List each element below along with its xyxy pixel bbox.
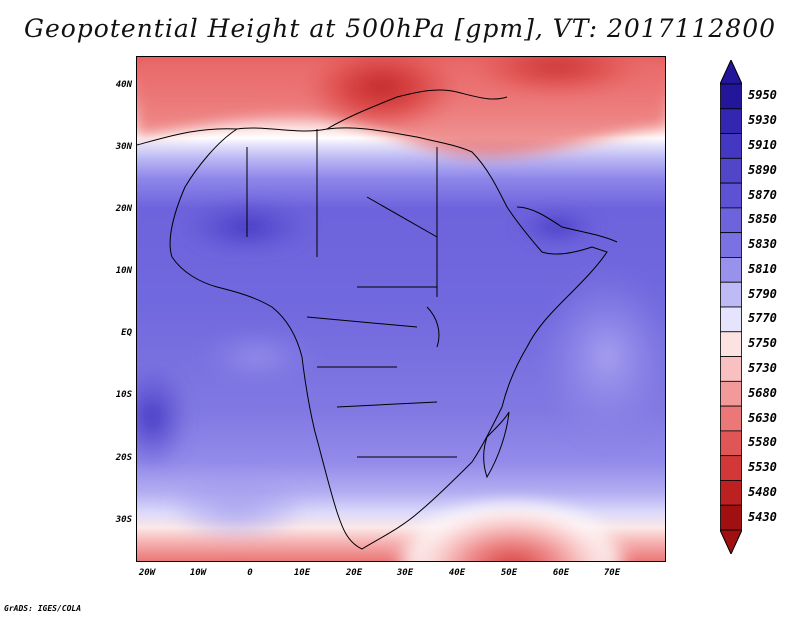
colorbar-swatch bbox=[720, 504, 742, 531]
lat-label: 40N bbox=[115, 80, 132, 90]
lon-label: 50E bbox=[500, 568, 518, 578]
colorbar-level-label: 5790 bbox=[748, 286, 777, 301]
map-canvas bbox=[137, 57, 665, 561]
colorbar-swatch bbox=[720, 281, 742, 308]
colorbar-swatch bbox=[720, 133, 742, 159]
lon-label: 10W bbox=[189, 568, 207, 578]
colorbar-level-label: 5580 bbox=[748, 435, 777, 450]
colorbar-level-label: 5530 bbox=[748, 460, 777, 475]
lon-label: 70E bbox=[603, 568, 621, 578]
footer-credit: GrADS: IGES/COLA bbox=[4, 604, 82, 613]
lat-label: 10S bbox=[115, 390, 132, 400]
colorbar-swatch bbox=[720, 430, 742, 457]
colorbar-swatch bbox=[720, 380, 742, 407]
map-plot-area bbox=[136, 56, 666, 562]
colorbar-level-label: 5830 bbox=[748, 237, 777, 252]
lat-label: 20N bbox=[115, 204, 132, 214]
colorbar-swatch bbox=[720, 257, 742, 283]
colorbar-level-label: 5890 bbox=[748, 162, 777, 177]
lat-label: 30N bbox=[115, 142, 132, 152]
colorbar-swatch bbox=[720, 331, 742, 357]
colorbar-swatch bbox=[720, 182, 742, 209]
colorbar-level-label: 5870 bbox=[748, 187, 777, 202]
colorbar-level-label: 5950 bbox=[748, 88, 777, 103]
colorbar-level-label: 5850 bbox=[748, 212, 777, 227]
colorbar-swatch bbox=[720, 232, 742, 258]
colorbar-level-label: 5750 bbox=[748, 336, 777, 351]
colorbar-level-label: 5480 bbox=[748, 484, 777, 499]
colorbar-swatch bbox=[720, 83, 742, 110]
lat-label: EQ bbox=[121, 328, 132, 338]
colorbar-svg bbox=[719, 58, 743, 556]
coastlines bbox=[137, 89, 618, 550]
map-title: Geopotential Height at 500hPa [gpm], VT:… bbox=[23, 14, 777, 43]
colorbar-swatch bbox=[720, 108, 742, 134]
lon-label: 20E bbox=[345, 568, 363, 578]
lon-label: 20W bbox=[138, 568, 156, 578]
colorbar-swatch bbox=[720, 455, 742, 481]
colorbar-level-label: 5430 bbox=[748, 509, 777, 524]
contour-shading bbox=[137, 57, 665, 561]
colorbar-level-label: 5770 bbox=[748, 311, 777, 326]
colorbar-swatch bbox=[720, 306, 742, 333]
colorbar-arrow-max bbox=[719, 58, 743, 85]
colorbar bbox=[719, 58, 743, 556]
colorbar-swatch bbox=[720, 405, 742, 432]
colorbar-level-label: 5910 bbox=[748, 137, 777, 152]
colorbar-swatch bbox=[720, 157, 742, 184]
lon-label: 30E bbox=[396, 568, 414, 578]
lon-label: 0 bbox=[247, 568, 253, 578]
colorbar-swatch bbox=[720, 480, 742, 506]
lat-label: 20S bbox=[115, 453, 132, 463]
colorbar-level-label: 5630 bbox=[748, 410, 777, 425]
colorbar-swatch bbox=[720, 356, 742, 382]
colorbar-arrow-min bbox=[719, 529, 743, 556]
lat-label: 10N bbox=[115, 266, 132, 276]
colorbar-level-label: 5730 bbox=[748, 360, 777, 375]
colorbar-level-label: 5810 bbox=[748, 261, 777, 276]
lon-label: 60E bbox=[552, 568, 570, 578]
colorbar-level-label: 5930 bbox=[748, 113, 777, 128]
lat-label: 30S bbox=[115, 515, 132, 525]
colorbar-level-label: 5680 bbox=[748, 385, 777, 400]
colorbar-swatch bbox=[720, 207, 742, 234]
lon-label: 40E bbox=[448, 568, 466, 578]
lon-label: 10E bbox=[293, 568, 311, 578]
